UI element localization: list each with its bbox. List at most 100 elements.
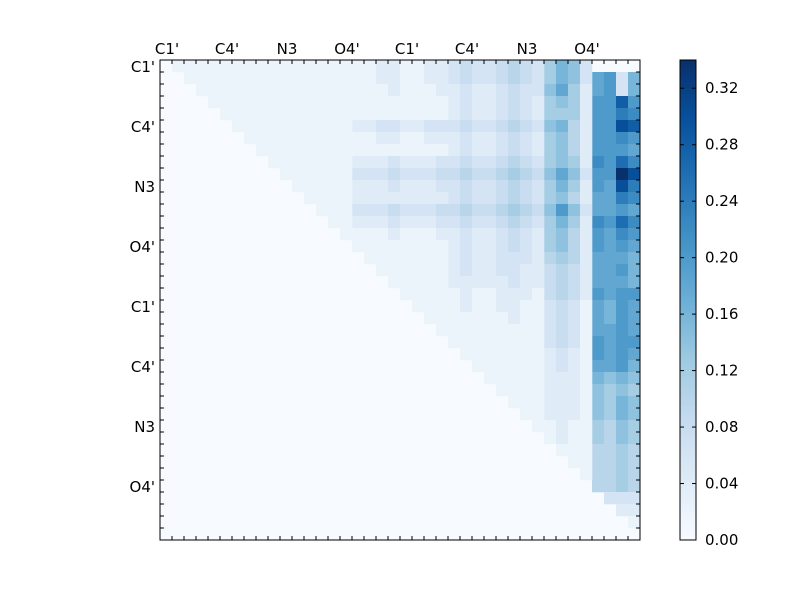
heatmap-cell (316, 72, 329, 85)
heatmap-cell (496, 228, 509, 241)
heatmap-cell (544, 252, 557, 265)
heatmap-cell (592, 240, 605, 253)
heatmap-cell (556, 216, 569, 229)
heatmap-cell (232, 120, 245, 133)
heatmap-cell (352, 168, 365, 181)
heatmap-cell (496, 216, 509, 229)
heatmap-cell (496, 288, 509, 301)
heatmap-cell (292, 72, 305, 85)
heatmap-cell (460, 156, 473, 169)
heatmap-cell (436, 132, 449, 145)
heatmap-cell (268, 120, 281, 133)
heatmap-cell (580, 120, 593, 133)
heatmap-cell (460, 192, 473, 205)
colorbar-tick-label: 0.04 (705, 475, 738, 493)
heatmap-cell (220, 96, 233, 109)
heatmap-cell (568, 180, 581, 193)
heatmap-cell (544, 276, 557, 289)
heatmap-cell (280, 144, 293, 157)
colorbar-tick-label: 0.12 (705, 362, 738, 380)
heatmap-cell (328, 192, 341, 205)
heatmap-cell (556, 324, 569, 337)
heatmap-cell (340, 72, 353, 85)
heatmap-cell (520, 108, 533, 121)
heatmap-cell (604, 180, 617, 193)
heatmap-cell (532, 312, 545, 325)
heatmap-cell (448, 132, 461, 145)
heatmap-cell (376, 108, 389, 121)
heatmap-cell (556, 120, 569, 133)
heatmap-cell (460, 216, 473, 229)
heatmap-cell (400, 72, 413, 85)
heatmap-cell (556, 384, 569, 397)
heatmap-cell (628, 288, 641, 301)
heatmap-cell (448, 96, 461, 109)
heatmap-cell (232, 60, 245, 73)
heatmap-cell (376, 228, 389, 241)
heatmap-cell (520, 132, 533, 145)
heatmap-cell (400, 60, 413, 73)
heatmap-cell (592, 480, 605, 493)
heatmap-cell (460, 84, 473, 97)
heatmap-cell (604, 432, 617, 445)
heatmap-cell (496, 132, 509, 145)
heatmap-cell (220, 72, 233, 85)
heatmap-cell (544, 264, 557, 277)
heatmap-cell (508, 192, 521, 205)
heatmap-cell (616, 168, 629, 181)
heatmap-cell (580, 336, 593, 349)
heatmap-cell (448, 312, 461, 325)
heatmap-cell (616, 360, 629, 373)
heatmap-cell (364, 168, 377, 181)
heatmap-cell (556, 360, 569, 373)
heatmap-cell (316, 60, 329, 73)
y-tick-label: O4' (130, 478, 155, 496)
heatmap-cell (580, 312, 593, 325)
heatmap-cell (364, 96, 377, 109)
heatmap-cell (244, 60, 257, 73)
heatmap-cell (604, 192, 617, 205)
heatmap-cell (484, 204, 497, 217)
heatmap-cell (424, 288, 437, 301)
y-tick-labels: C1' C4' N3 O4' C1' C4' N3 O4' (130, 58, 155, 496)
heatmap-cell (628, 516, 641, 529)
heatmap-cell (316, 144, 329, 157)
heatmap-cell (484, 132, 497, 145)
heatmap-cell (244, 96, 257, 109)
heatmap-cell (628, 276, 641, 289)
heatmap-cell (532, 168, 545, 181)
heatmap-cell (580, 420, 593, 433)
heatmap-cell (376, 156, 389, 169)
heatmap-cell (436, 192, 449, 205)
heatmap-cell (268, 96, 281, 109)
heatmap-cell (268, 108, 281, 121)
heatmap-cell (508, 144, 521, 157)
heatmap-cell (460, 252, 473, 265)
heatmap-cell (520, 180, 533, 193)
heatmap-cell (232, 84, 245, 97)
heatmap-cell (628, 468, 641, 481)
heatmap-cell (472, 336, 485, 349)
heatmap-cell (364, 72, 377, 85)
heatmap-cell (508, 300, 521, 313)
heatmap-cell (616, 192, 629, 205)
heatmap-cell (424, 72, 437, 85)
heatmap-cell (280, 84, 293, 97)
heatmap-cell (448, 156, 461, 169)
heatmap-cell (196, 84, 209, 97)
heatmap-cell (604, 132, 617, 145)
heatmap-cell (616, 432, 629, 445)
heatmap-cell (376, 240, 389, 253)
heatmap-cell (616, 384, 629, 397)
heatmap-cell (256, 60, 269, 73)
heatmap-cell (448, 300, 461, 313)
heatmap-cell (628, 348, 641, 361)
heatmap-cell (448, 60, 461, 73)
heatmap-cell (508, 312, 521, 325)
heatmap-cell (556, 276, 569, 289)
heatmap-cell (496, 192, 509, 205)
heatmap-cell (604, 264, 617, 277)
heatmap-cell (520, 288, 533, 301)
heatmap-cell (604, 216, 617, 229)
